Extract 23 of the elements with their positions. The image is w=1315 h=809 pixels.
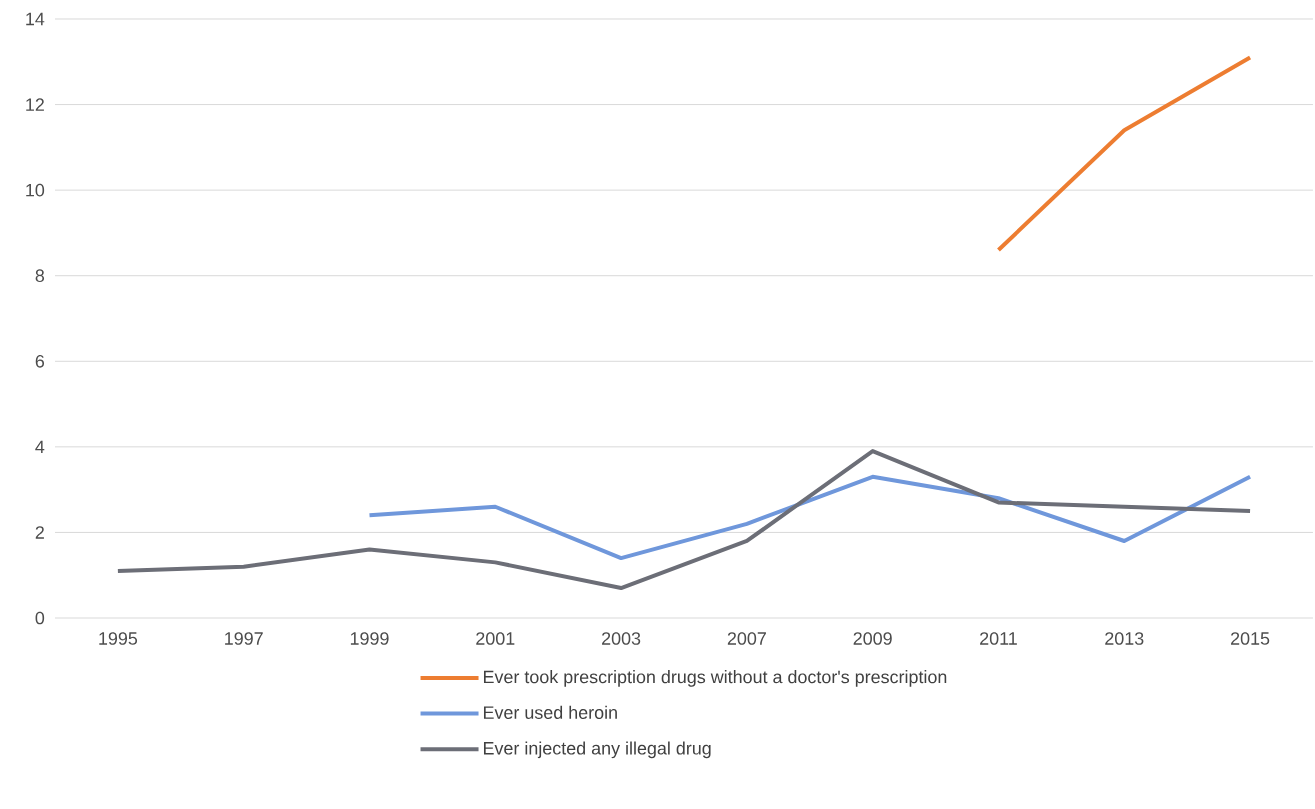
y-tick-label: 4 xyxy=(35,440,45,454)
y-tick-label: 6 xyxy=(35,354,45,368)
line-series xyxy=(115,449,1253,591)
legend-label: Ever injected any illegal drug xyxy=(483,741,711,759)
x-tick-label: 2015 xyxy=(1231,632,1270,645)
x-tick-label: 2007 xyxy=(727,632,766,645)
x-tick-label: 2001 xyxy=(476,632,515,645)
y-tick-label: 2 xyxy=(35,526,44,539)
line-series xyxy=(367,474,1253,561)
x-tick-label: 1999 xyxy=(350,632,389,645)
y-tick-label: 12 xyxy=(26,98,44,111)
y-tick-label: 10 xyxy=(26,183,45,197)
legend-label: Ever used heroin xyxy=(483,705,617,719)
x-tick-label: 2009 xyxy=(853,632,892,645)
y-tick-label: 14 xyxy=(26,12,45,26)
x-tick-label: 2003 xyxy=(602,632,641,645)
x-tick-label: 2013 xyxy=(1105,632,1144,645)
x-tick-label: 1997 xyxy=(225,632,263,645)
y-tick-label: 0 xyxy=(35,611,45,625)
legend-label: Ever took prescription drugs without a doctor's prescription xyxy=(483,670,947,687)
y-tick-label: 8 xyxy=(35,269,45,283)
x-tick-label: 2011 xyxy=(980,632,1017,645)
x-tick-label: 1995 xyxy=(99,632,138,645)
